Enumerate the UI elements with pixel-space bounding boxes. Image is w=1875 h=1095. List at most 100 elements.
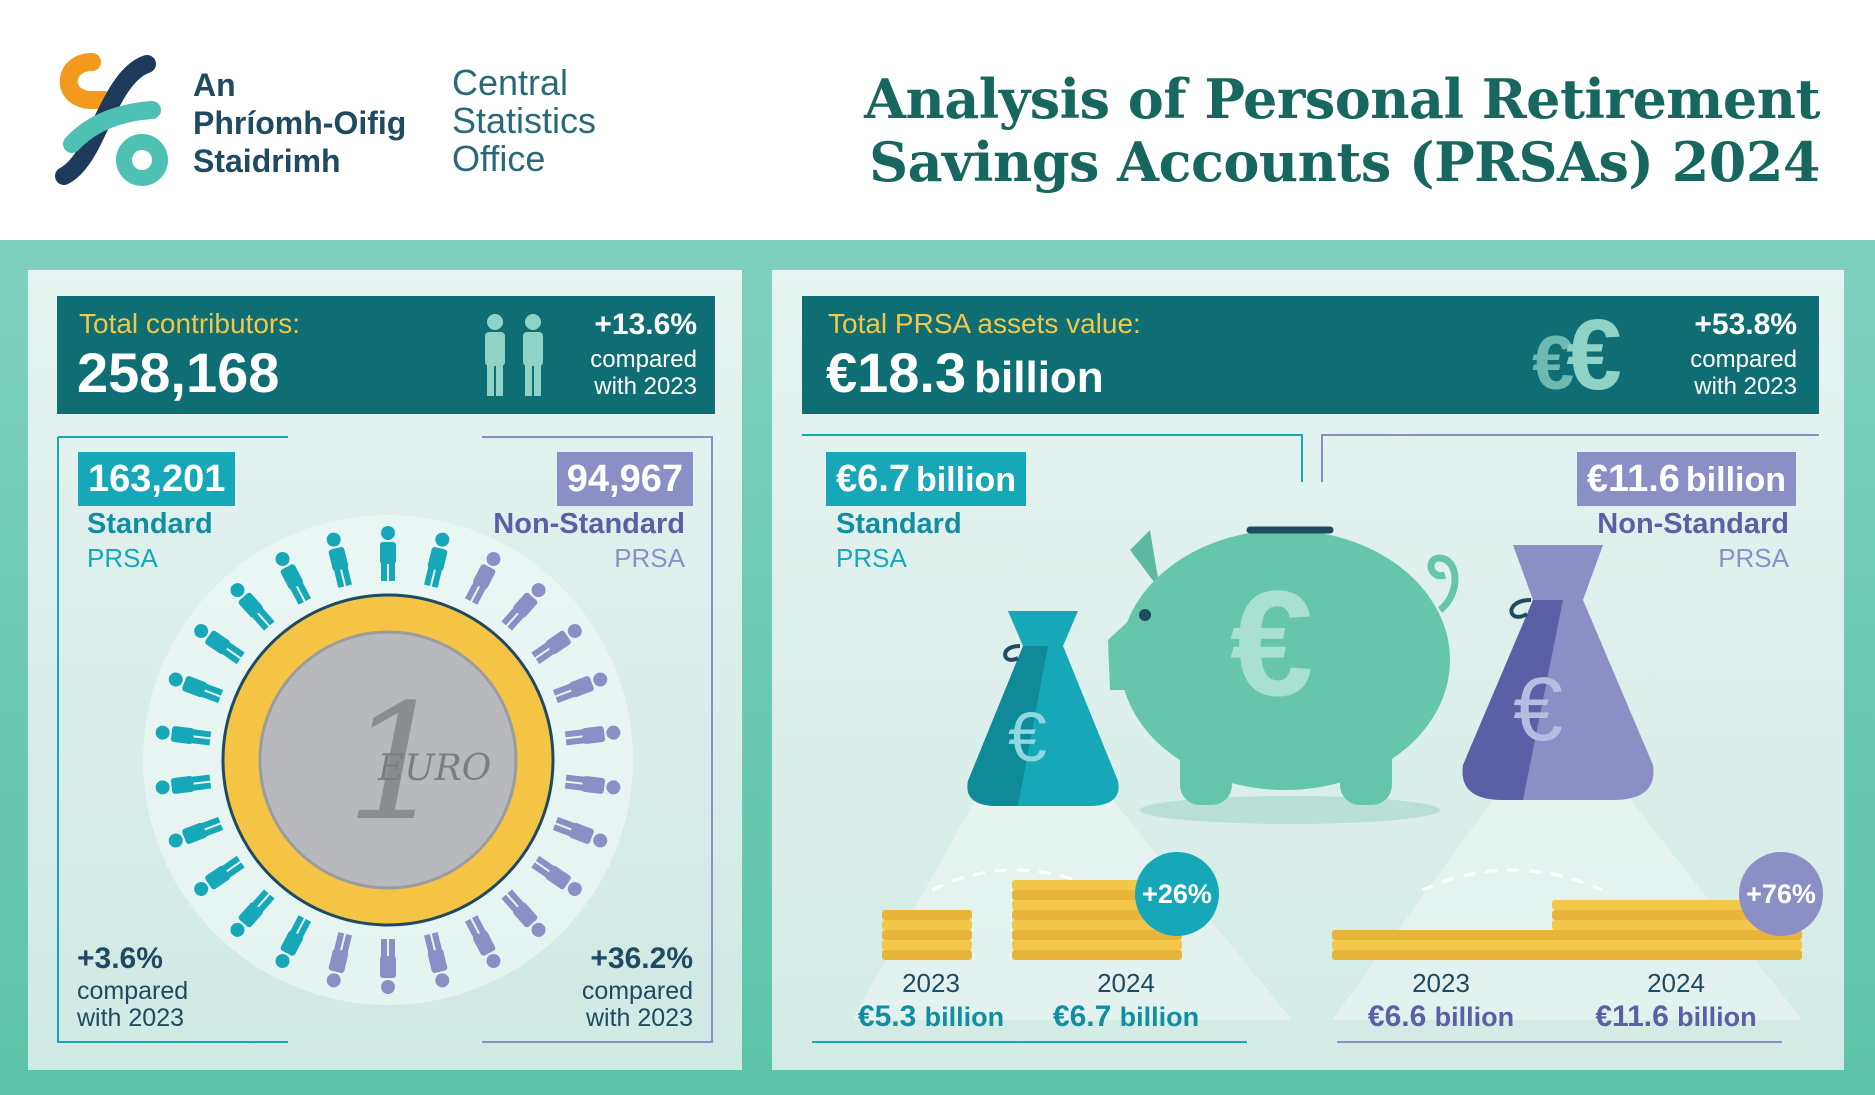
standard-value-2023: €5.3 billion <box>821 1000 1041 1034</box>
standard-value-2024: €6.7 billion <box>1016 1000 1236 1034</box>
non-standard-assets-label: Non-Standard <box>1597 508 1789 540</box>
gold-coin <box>1012 930 1102 940</box>
bag-euro: € <box>1008 698 1047 776</box>
logo-irish-line: Phríomh-Oifig <box>193 105 407 141</box>
contributors-label: Total contributors: <box>79 308 300 339</box>
assets-change: +53.8% <box>1694 308 1797 341</box>
gold-coin <box>1712 950 1802 960</box>
left-bracket-lines <box>57 436 713 1043</box>
person-figure <box>531 855 582 896</box>
person-figure <box>564 725 621 746</box>
contributors-compare: compared with 2023 <box>590 346 697 400</box>
gold-coin <box>1712 940 1802 950</box>
gold-coin <box>1092 950 1182 960</box>
standard-assets-badge: €6.7 billion <box>826 452 1027 506</box>
gold-coin <box>1012 950 1102 960</box>
value-number: €6.7 <box>1052 1000 1112 1033</box>
value-number: €6.6 <box>1367 1000 1427 1033</box>
gold-coin <box>882 950 972 960</box>
compare-line: with 2023 <box>77 1004 185 1032</box>
assets-label: Total PRSA assets value: <box>828 308 1141 339</box>
standard-year-2023: 2023 <box>902 968 960 998</box>
gold-coin <box>882 940 972 950</box>
person-figure <box>194 855 245 896</box>
compare-line: compared <box>77 977 189 1005</box>
non-standard-growth-badge: +76% <box>1739 852 1823 936</box>
gold-coin <box>1092 940 1182 950</box>
title-line: Savings Accounts (PRSAs) 2024 <box>869 130 1820 194</box>
non-standard-year-2024: 2024 <box>1647 968 1705 998</box>
value-number: €5.3 <box>857 1000 917 1033</box>
badge-number: €11.6 <box>1586 458 1680 500</box>
person-figure <box>275 552 312 605</box>
gold-coin <box>1632 910 1722 920</box>
gold-coin <box>1332 940 1422 950</box>
logo-english-text: Central Statistics Office <box>452 64 596 178</box>
assets-banner: Total PRSA assets value: €18.3 billion €€… <box>802 296 1819 414</box>
compare-line: compared <box>1690 346 1797 373</box>
gold-coin <box>1632 930 1722 940</box>
standard-change: +3.6% <box>77 942 163 975</box>
person-figure <box>275 915 312 968</box>
standard-money-bag-icon: € <box>967 611 1119 806</box>
badge-number: €6.7 <box>836 458 910 500</box>
badge-unit: billion <box>1685 461 1786 499</box>
assets-value: €18.3 billion <box>826 340 1104 405</box>
logo-irish-text: An Phríomh-Oifig Staidrimh <box>193 66 406 180</box>
gold-coin <box>1632 950 1722 960</box>
cso-logo <box>55 53 168 186</box>
non-standard-count-badge: 94,967 <box>556 452 693 506</box>
assets-value-unit: billion <box>974 353 1104 402</box>
person-figure <box>552 672 608 704</box>
person-figure <box>424 932 450 988</box>
gold-coin <box>1552 910 1642 920</box>
gold-coin <box>1412 950 1502 960</box>
standard-label: Standard <box>87 508 213 540</box>
compare-line: compared <box>590 346 697 373</box>
person-figure <box>380 939 396 994</box>
coin-digit: 1 <box>346 669 448 856</box>
value-unit: billion <box>924 1002 1005 1032</box>
gold-coin <box>1552 920 1642 930</box>
standard-compare: compared with 2023 <box>77 978 188 1032</box>
logo-irish-line: Staidrimh <box>193 143 341 179</box>
gold-coin <box>1632 920 1722 930</box>
logo-english-line: Central <box>452 62 569 103</box>
gold-coin <box>882 910 972 920</box>
person-figure <box>230 889 275 937</box>
non-standard-assets-sublabel: PRSA <box>1718 543 1789 573</box>
non-standard-assets-badge: €11.6 billion <box>1576 452 1796 506</box>
compare-line: compared <box>581 977 693 1005</box>
non-standard-year-2023: 2023 <box>1412 968 1470 998</box>
gold-coin <box>1632 900 1722 910</box>
non-standard-money-bag-icon: € <box>1462 545 1654 800</box>
gold-coin <box>1552 950 1642 960</box>
gold-coin <box>882 920 972 930</box>
standard-sublabel: PRSA <box>87 543 158 573</box>
gold-coin <box>1632 940 1722 950</box>
compare-line: with 2023 <box>585 1004 693 1032</box>
value-number: €11.6 <box>1595 1000 1669 1033</box>
bag-euro: € <box>1513 660 1563 760</box>
gold-coin <box>1332 950 1422 960</box>
person-figure <box>230 583 275 631</box>
person-figure <box>155 774 212 795</box>
euro-icon: €€ <box>1532 299 1622 419</box>
gold-coin <box>1412 940 1502 950</box>
assets-compare: compared with 2023 <box>1690 346 1797 400</box>
page-title: Analysis of Personal Retirement Savings … <box>864 68 1820 194</box>
compare-line: with 2023 <box>594 373 697 400</box>
gold-coin <box>1552 940 1642 950</box>
person-figure <box>194 624 245 665</box>
person-figure <box>155 725 212 746</box>
title-line: Analysis of Personal Retirement <box>864 67 1820 131</box>
contributors-banner: Total contributors: 258,168 +13.6% compa… <box>57 296 715 414</box>
coin-text: EURO <box>377 748 491 789</box>
euro-glyph: € <box>1566 299 1622 411</box>
euro-glyph: € <box>1532 321 1574 406</box>
person-figure <box>531 624 582 665</box>
gold-coin <box>1012 910 1102 920</box>
non-standard-compare: compared with 2023 <box>582 978 693 1032</box>
value-unit: billion <box>1119 1002 1200 1032</box>
person-figure <box>464 915 501 968</box>
